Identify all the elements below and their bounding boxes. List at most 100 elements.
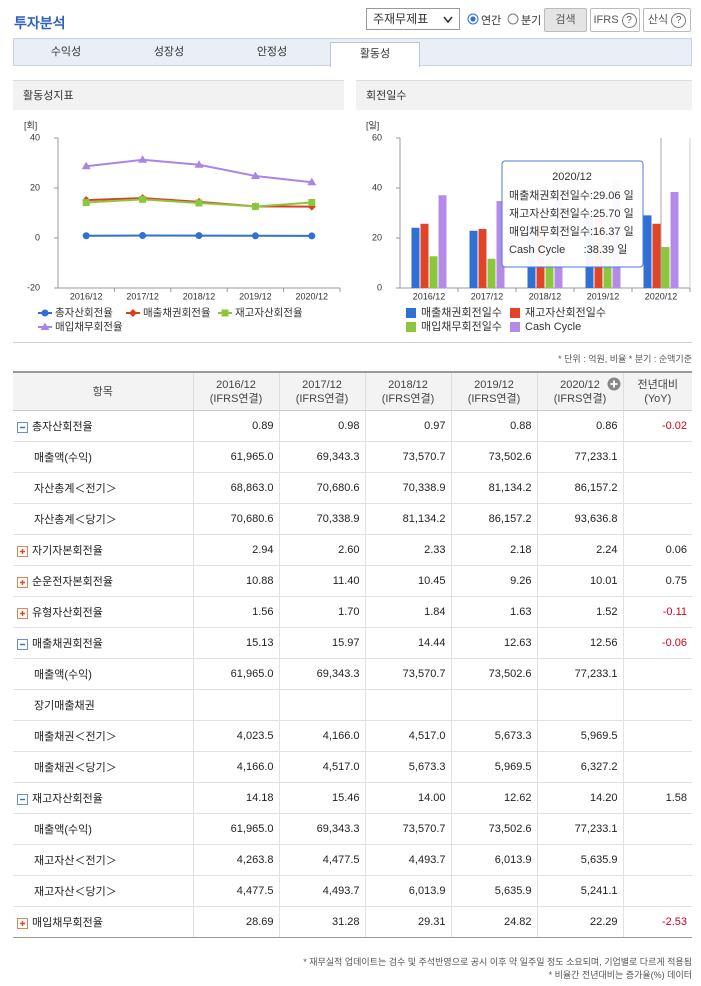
cell-value: 15.13 (245, 637, 274, 649)
cell-value: 77,233.1 (574, 668, 618, 680)
value-cell: 81,134.2 (364, 503, 451, 535)
tab[interactable]: 수익성 (50, 46, 82, 58)
row-label-cell: 매입채무회전율 (13, 906, 193, 938)
row-label[interactable]: 매출채권회전율 (32, 638, 103, 650)
value-cell: 1.70 (278, 596, 365, 628)
tab[interactable]: 성장성 (153, 46, 185, 58)
cell-value: 5,673.3 (494, 730, 532, 742)
tooltip-line: 재고자산회전일수:25.70 일 (509, 206, 634, 220)
toggle-icon[interactable] (17, 421, 28, 433)
value-cell: 4,166.0 (192, 751, 279, 783)
table-row: 장기매출채권 (13, 689, 692, 721)
statement-select[interactable]: 주재무제표 (366, 8, 460, 30)
column-header: 2017/12 (IFRS연결) (278, 371, 365, 411)
tab[interactable]: 안정성 (256, 46, 288, 58)
row-label-cell: 자기자본회전율 (13, 534, 193, 566)
column-period: 2016/12 (216, 378, 256, 391)
cell-value: 6,013.9 (494, 854, 532, 866)
yoy-cell: -2.53 (622, 906, 692, 938)
cell-value: 29.31 (417, 916, 446, 928)
footnote: * 재무실적 업데이트는 검수 및 주석반영으로 공시 이후 약 일주일 정도 … (303, 957, 692, 967)
cell-value: 14.18 (245, 792, 274, 804)
bar (545, 256, 554, 288)
point (308, 199, 316, 206)
button[interactable]: 검색 (544, 8, 587, 32)
cell-value: 1.63 (510, 606, 532, 618)
button[interactable]: IFRS? (590, 8, 640, 32)
value-cell: 73,570.7 (364, 813, 451, 845)
value-cell: 61,965.0 (192, 441, 279, 473)
footnote: * 비율간 전년대비는 증가율(%) 데이터 (548, 970, 692, 980)
toggle-icon[interactable] (17, 638, 28, 650)
point (195, 232, 203, 240)
x-tick-label: 2019/12 (587, 291, 620, 301)
toggle-icon[interactable] (17, 576, 28, 588)
radio[interactable] (467, 13, 479, 25)
toggle-icon[interactable] (17, 917, 28, 929)
cell-value: 61,965.0 (230, 668, 274, 680)
cell-value: 69,343.3 (316, 823, 360, 835)
cell-value: 6,327.2 (580, 761, 618, 773)
x-tick-label: 2018/12 (529, 291, 562, 301)
tooltip-line: 매입채무회전일수:16.37 일 (509, 224, 634, 238)
cell-value: 2.60 (338, 544, 360, 556)
button[interactable]: 산식? (643, 8, 691, 32)
row-label-cell: 순운전자본회전율 (13, 565, 193, 597)
cell-value: 4,493.7 (408, 854, 446, 866)
point (221, 309, 229, 317)
toggle-icon[interactable] (17, 793, 28, 805)
tab[interactable]: 활동성 (330, 42, 420, 67)
column-title: 2017/12 (IFRS연결) (280, 378, 365, 406)
value-cell: 2.18 (450, 534, 537, 566)
cell-value: 70,680.6 (316, 482, 360, 494)
row-label[interactable]: 재고자산회전율 (32, 793, 103, 805)
y-tick-label: 40 (30, 132, 40, 142)
cell-value: 14.00 (417, 792, 446, 804)
cell-value: 10.45 (417, 575, 446, 587)
value-cell: 73,502.6 (450, 441, 537, 473)
column-title: 2020/12 (IFRS연결) (538, 377, 623, 406)
value-cell: 15.97 (278, 627, 365, 659)
column-basis: (IFRS연결) (467, 392, 521, 405)
value-cell: 5,241.1 (536, 875, 623, 907)
cell-value: 73,570.7 (402, 668, 446, 680)
add-column-icon[interactable] (607, 377, 621, 391)
value-cell: 86,157.2 (450, 503, 537, 535)
value-cell: 5,969.5 (450, 751, 537, 783)
cell-value: 12.56 (589, 637, 618, 649)
value-cell: 1.63 (450, 596, 537, 628)
value-cell: 73,502.6 (450, 813, 537, 845)
cell-value: 73,502.6 (488, 668, 532, 680)
legend-label: 총자산회전율 (55, 307, 113, 319)
row-label-cell: 매출채권회전율 (13, 627, 193, 659)
yoy-cell: -0.02 (622, 410, 692, 442)
value-cell: 28.69 (192, 906, 279, 938)
row-label[interactable]: 유형자산회전율 (32, 607, 103, 619)
point (139, 195, 147, 203)
tooltip-line: 매출채권회전일수:29.06 일 (509, 188, 634, 202)
y-tick-label: 0 (377, 282, 382, 292)
yoy-cell: 0.06 (622, 534, 692, 566)
radio-label: 연간 (481, 15, 502, 27)
y-tick-label: 60 (372, 132, 382, 142)
radio[interactable] (507, 13, 519, 25)
row-label-cell: 장기매출채권 (13, 689, 193, 721)
row-label[interactable]: 자기자본회전율 (32, 545, 103, 557)
toggle-icon[interactable] (17, 607, 28, 619)
bar (487, 258, 496, 288)
bar (603, 251, 612, 288)
row-label[interactable]: 순운전자본회전율 (32, 576, 113, 588)
bar (469, 230, 478, 288)
column-header: 2016/12 (IFRS연결) (192, 371, 279, 411)
row-label[interactable]: 총자산회전율 (32, 421, 93, 433)
row-label[interactable]: 매입채무회전율 (32, 917, 103, 929)
cell-value: 81,134.2 (488, 482, 532, 494)
value-cell: 5,635.9 (536, 844, 623, 876)
toggle-sign (20, 610, 25, 616)
x-tick-label: 2018/12 (183, 291, 216, 301)
cell-value: 68,863.0 (230, 482, 274, 494)
y-tick-label: 20 (30, 182, 40, 192)
toggle-icon[interactable] (17, 545, 28, 557)
cell-value: 4,166.0 (322, 730, 360, 742)
column-period: 2020/12 (560, 378, 600, 391)
